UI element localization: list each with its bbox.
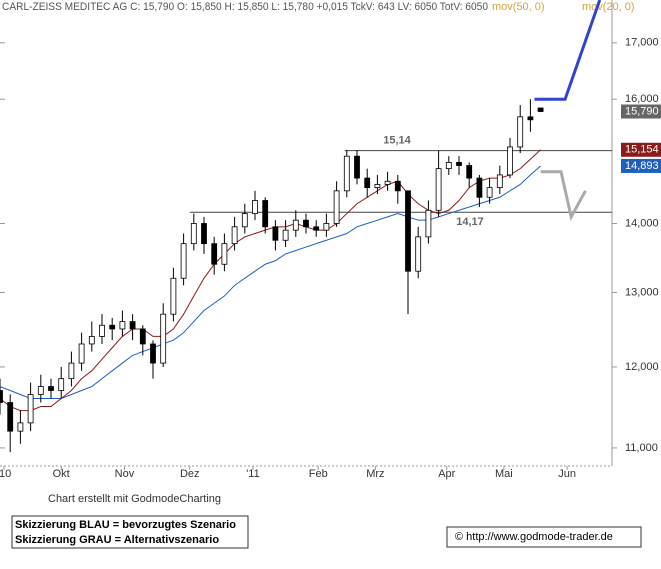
candle-body bbox=[252, 200, 258, 214]
candle-body bbox=[374, 184, 381, 189]
x-tick-label: Nov bbox=[115, 468, 135, 480]
candle-body bbox=[211, 243, 218, 265]
note: Skizzierung BLAU = bevorzugtes Szenario bbox=[15, 519, 236, 531]
candle-body bbox=[68, 362, 75, 380]
candle-body bbox=[435, 168, 442, 211]
candle-body bbox=[190, 223, 197, 245]
header: CARL-ZEISS MEDITEC AG C: 15,790 O: 15,85… bbox=[2, 1, 488, 13]
scenario-sketch bbox=[534, 0, 602, 101]
candle-body bbox=[466, 165, 473, 179]
candle-body bbox=[405, 190, 411, 272]
candle-body bbox=[27, 394, 34, 424]
candle-body bbox=[150, 343, 156, 364]
candle-body bbox=[170, 277, 177, 315]
candle-body bbox=[323, 223, 330, 231]
level-label: 15,14 bbox=[383, 135, 411, 147]
legend-entry: mov(20, 0) bbox=[582, 1, 635, 13]
candle-body bbox=[445, 161, 452, 170]
x-tick-label: Jun bbox=[558, 468, 576, 480]
candle-body bbox=[37, 386, 44, 395]
candle-body bbox=[7, 402, 14, 432]
candle-body bbox=[272, 226, 279, 241]
x-tick-label: Mai bbox=[495, 468, 513, 480]
candle-body bbox=[221, 243, 228, 265]
candle-body bbox=[99, 324, 105, 337]
moving-average bbox=[0, 149, 541, 412]
candle-body bbox=[354, 155, 360, 179]
level-label: 14,17 bbox=[456, 216, 484, 228]
candle-body bbox=[109, 324, 116, 330]
candle-body bbox=[364, 177, 371, 189]
candle-body bbox=[17, 422, 24, 432]
y-tick-label: 12,000 bbox=[625, 361, 659, 373]
footer: Chart erstellt mit GodmodeCharting bbox=[48, 493, 221, 505]
x-tick-label: Mrz bbox=[366, 468, 384, 480]
value-box-label: 15,790 bbox=[625, 105, 659, 117]
y-tick-label: 13,000 bbox=[625, 286, 659, 298]
candle-body bbox=[415, 236, 422, 272]
candle-body bbox=[160, 313, 167, 364]
moving-average bbox=[0, 165, 541, 399]
candle-body bbox=[0, 390, 3, 403]
candle-body bbox=[333, 190, 340, 224]
candle-body bbox=[486, 187, 493, 198]
candle-body bbox=[303, 219, 309, 228]
candle-body bbox=[231, 226, 238, 245]
candle-body bbox=[537, 107, 544, 112]
x-tick-label: '11 bbox=[246, 468, 260, 480]
candle-body bbox=[527, 116, 534, 121]
candle-body bbox=[394, 180, 401, 192]
candle-body bbox=[201, 223, 207, 245]
candle-body bbox=[507, 146, 513, 176]
value-box bbox=[621, 142, 661, 157]
candle-body bbox=[313, 226, 320, 231]
candle-body bbox=[476, 177, 483, 198]
copyright: © http://www.godmode-trader.de bbox=[455, 531, 613, 543]
candle-body bbox=[78, 343, 85, 364]
candle-body bbox=[425, 209, 432, 238]
candle-body bbox=[241, 213, 248, 228]
candle-body bbox=[384, 180, 391, 185]
value-box bbox=[621, 158, 661, 173]
candle-body bbox=[496, 174, 503, 189]
copyright-box bbox=[446, 526, 642, 548]
candle-body bbox=[292, 219, 299, 231]
x-tick-label: '10 bbox=[0, 468, 11, 480]
value-box-label: 15,154 bbox=[625, 144, 659, 156]
x-tick-label: Dez bbox=[180, 468, 200, 480]
value-box-label: 14,893 bbox=[625, 160, 659, 172]
candle-body bbox=[262, 200, 269, 228]
candle-body bbox=[58, 378, 65, 391]
candle-body bbox=[139, 328, 146, 345]
candle-body bbox=[456, 161, 462, 166]
y-tick-label: 16,000 bbox=[625, 93, 659, 105]
scenario-sketch bbox=[540, 170, 587, 222]
value-box bbox=[621, 104, 661, 119]
candle-body bbox=[129, 321, 136, 330]
candle-body bbox=[88, 336, 95, 345]
y-tick-label: 11,000 bbox=[625, 442, 658, 454]
candle-body bbox=[119, 321, 126, 330]
legend-entry: mov(50, 0) bbox=[492, 1, 545, 13]
x-tick-label: Okt bbox=[53, 468, 70, 480]
note-box bbox=[11, 515, 249, 549]
candle-body bbox=[282, 229, 289, 241]
candle-body bbox=[343, 155, 350, 192]
candle-body bbox=[48, 386, 54, 391]
candle-body bbox=[180, 243, 187, 279]
candle-body bbox=[517, 116, 524, 148]
note: Skizzierung GRAU = Alternativszenario bbox=[15, 534, 219, 546]
y-tick-label: 14,000 bbox=[625, 217, 659, 229]
x-tick-label: Apr bbox=[438, 468, 455, 480]
y-tick-label: 17,000 bbox=[625, 37, 659, 49]
x-tick-label: Feb bbox=[309, 468, 328, 480]
